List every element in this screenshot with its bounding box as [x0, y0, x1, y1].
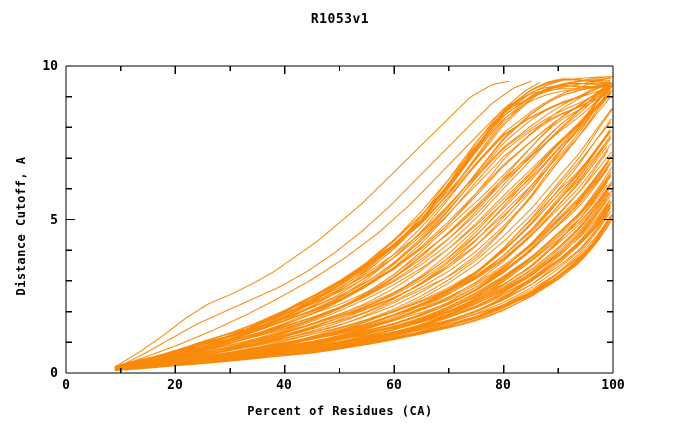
y-tick-label-5: 5 — [50, 213, 58, 228]
data-curves — [114, 76, 614, 372]
axis-frame — [65, 65, 614, 374]
x-tick-label-0: 0 — [62, 378, 70, 393]
x-axis-label: Percent of Residues (CA) — [247, 404, 433, 418]
x-tick-label-40: 40 — [276, 378, 292, 393]
x-tick-label-60: 60 — [386, 378, 402, 393]
x-tick-label-100: 100 — [601, 378, 625, 393]
x-tick-label-20: 20 — [167, 378, 183, 393]
y-tick-label-10: 10 — [42, 59, 58, 74]
x-tick-label-80: 80 — [495, 378, 511, 393]
chart-title: R1053v1 — [310, 12, 370, 27]
y-tick-label-0: 0 — [50, 366, 58, 381]
